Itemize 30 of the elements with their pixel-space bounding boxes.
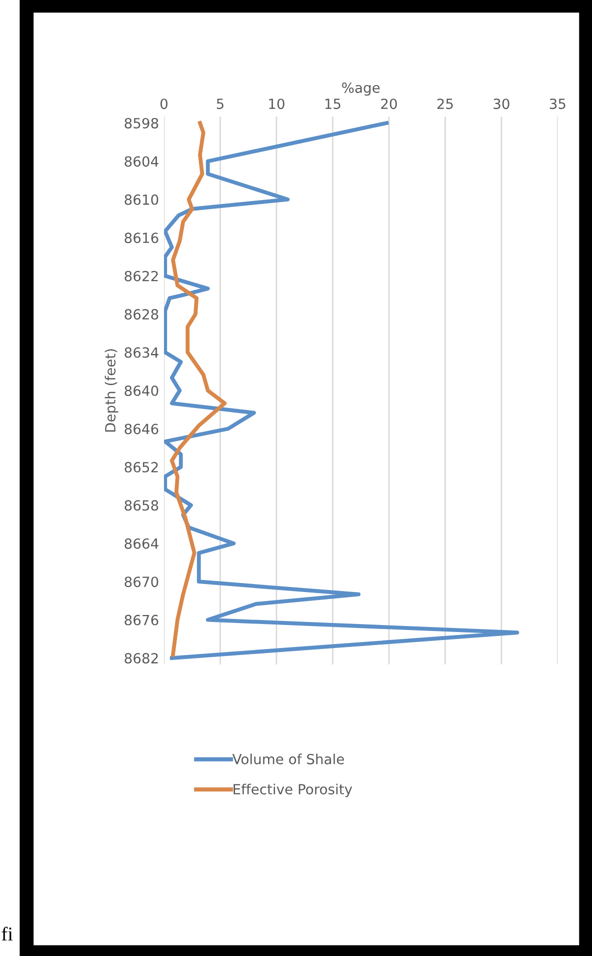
text: fi [2,926,13,940]
y-tick-label: 8676 [124,614,158,626]
y-tick-label: 8616 [124,232,158,244]
x-tick-label: 0 [160,98,168,110]
y-tick-label: 8682 [124,653,158,664]
y-axis-title: Depth (feet) [104,349,118,432]
y-tick-label: 8634 [124,347,158,358]
y-tick-label: 8628 [124,309,158,320]
x-tick-label: 5 [216,98,224,110]
line-series [164,121,520,660]
x-tick-label: 30 [494,98,510,110]
y-tick-label: 8604 [124,156,158,167]
legend-label: Volume of Shale [232,754,344,764]
legend-label: Effective Porosity [234,784,352,798]
y-tick-label: 8658 [124,500,158,511]
y-tick-label: 8664 [124,538,158,549]
y-tick-label: 8670 [124,576,158,588]
y-tick-label: 8610 [124,194,158,205]
x-tick-label: 15 [325,98,340,110]
y-tick-label: 8646 [124,424,158,434]
x-axis-title: %age [342,82,380,96]
y-tick-label: 8622 [124,270,158,282]
x-tick-label: 35 [550,98,566,110]
y-tick-label: 8598 [124,118,158,128]
y-tick-label: 8652 [124,462,158,472]
x-tick-label: 25 [437,98,453,110]
y-tick-label: 8640 [124,385,158,396]
x-tick-label: 20 [381,98,397,110]
line-series [170,121,227,657]
x-tick-label: 10 [269,98,284,110]
